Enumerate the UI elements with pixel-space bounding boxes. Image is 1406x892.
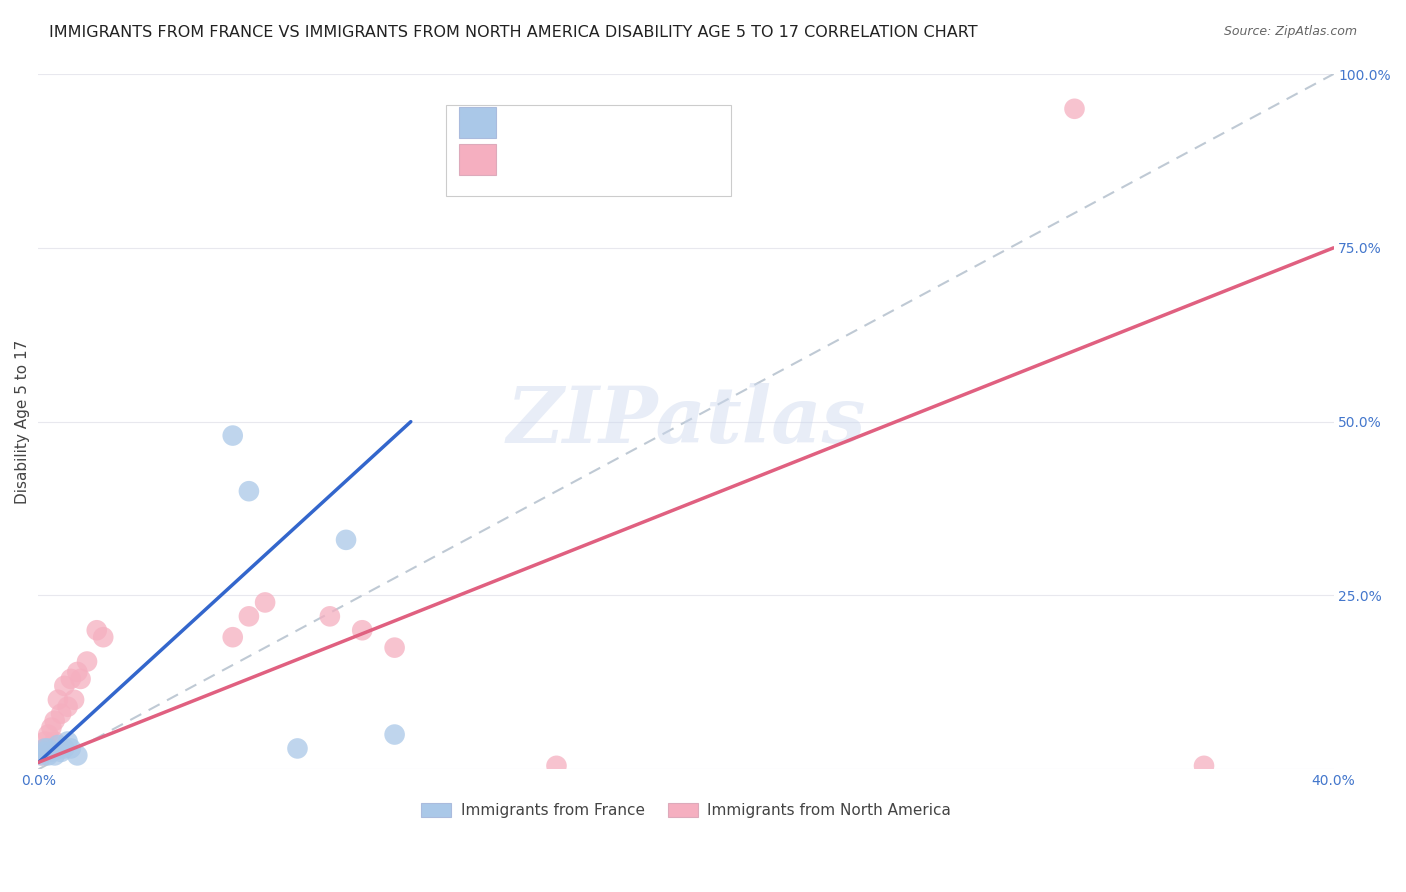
Point bbox=[91, 630, 114, 644]
Point bbox=[37, 745, 59, 759]
Point bbox=[44, 734, 66, 748]
Point bbox=[46, 738, 69, 752]
Point bbox=[31, 748, 53, 763]
Point bbox=[49, 706, 72, 721]
Point bbox=[319, 609, 342, 624]
Point bbox=[31, 748, 53, 763]
Y-axis label: Disability Age 5 to 17: Disability Age 5 to 17 bbox=[15, 340, 30, 504]
Point bbox=[59, 672, 82, 686]
Point bbox=[1063, 102, 1085, 116]
Point bbox=[238, 609, 260, 624]
Point bbox=[254, 595, 277, 609]
Point bbox=[34, 741, 56, 756]
Point bbox=[335, 533, 357, 547]
Text: R = 0.737   N = 18: R = 0.737 N = 18 bbox=[509, 112, 652, 127]
Point bbox=[546, 759, 568, 773]
Point bbox=[384, 640, 406, 655]
Text: Source: ZipAtlas.com: Source: ZipAtlas.com bbox=[1223, 25, 1357, 38]
Point bbox=[222, 630, 245, 644]
Point bbox=[37, 748, 59, 763]
FancyBboxPatch shape bbox=[460, 144, 496, 175]
Point bbox=[34, 745, 56, 759]
Point bbox=[41, 745, 63, 759]
Point bbox=[222, 428, 245, 442]
Point bbox=[287, 741, 309, 756]
Point bbox=[1192, 759, 1215, 773]
Point bbox=[37, 741, 59, 756]
Point bbox=[49, 745, 72, 759]
Text: IMMIGRANTS FROM FRANCE VS IMMIGRANTS FROM NORTH AMERICA DISABILITY AGE 5 TO 17 C: IMMIGRANTS FROM FRANCE VS IMMIGRANTS FRO… bbox=[49, 25, 977, 40]
Point bbox=[56, 699, 79, 714]
Point bbox=[69, 672, 91, 686]
Point bbox=[66, 748, 89, 763]
Text: ZIPatlas: ZIPatlas bbox=[506, 384, 866, 460]
Point bbox=[46, 693, 69, 707]
Point bbox=[352, 624, 374, 638]
Point bbox=[41, 721, 63, 735]
Point bbox=[34, 741, 56, 756]
Point bbox=[37, 727, 59, 741]
Point bbox=[44, 748, 66, 763]
Point bbox=[86, 624, 108, 638]
Point bbox=[53, 741, 76, 756]
Point bbox=[66, 665, 89, 679]
Legend: Immigrants from France, Immigrants from North America: Immigrants from France, Immigrants from … bbox=[415, 797, 957, 824]
FancyBboxPatch shape bbox=[460, 107, 496, 138]
Point bbox=[238, 484, 260, 499]
Point bbox=[63, 693, 86, 707]
FancyBboxPatch shape bbox=[447, 105, 731, 195]
Point bbox=[44, 714, 66, 728]
Text: R = 0.663   N = 28: R = 0.663 N = 28 bbox=[509, 149, 654, 163]
Point bbox=[59, 741, 82, 756]
Point bbox=[56, 734, 79, 748]
Point bbox=[384, 727, 406, 741]
Point bbox=[53, 679, 76, 693]
Point bbox=[34, 734, 56, 748]
Point bbox=[76, 655, 98, 669]
